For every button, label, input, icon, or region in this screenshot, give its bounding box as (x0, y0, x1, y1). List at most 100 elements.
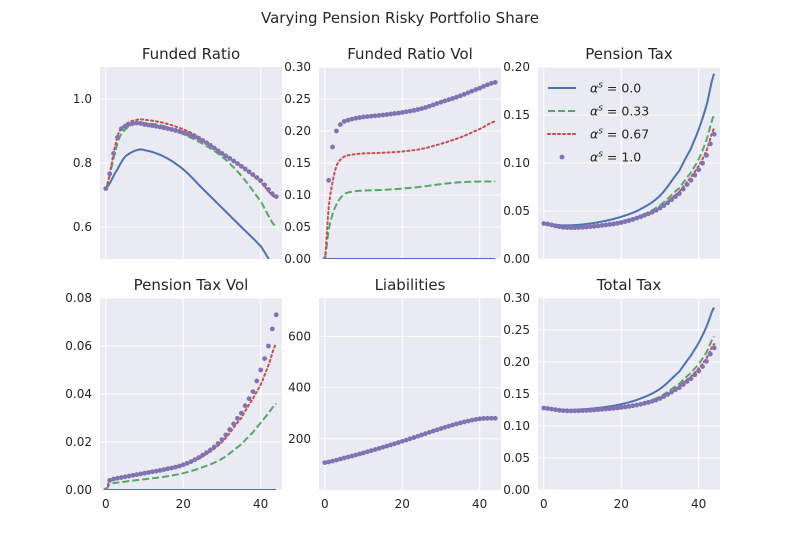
series-4-point (376, 445, 382, 451)
series-4-point (388, 442, 394, 448)
series-4-point (273, 312, 279, 318)
series-4-point (353, 115, 359, 121)
y-tick-label: 0.05 (503, 451, 530, 465)
panel-title: Funded Ratio Vol (347, 45, 473, 63)
series-4-point (549, 222, 554, 228)
figure-title: Varying Pension Risky Portfolio Share (261, 9, 539, 27)
series-4-point (341, 119, 347, 124)
series-4-point (626, 218, 632, 223)
series-4-point (169, 127, 175, 132)
series-4-point (630, 403, 636, 409)
series-4-point (361, 450, 366, 456)
series-4-point (322, 460, 328, 466)
y-tick-label: 0.00 (65, 483, 92, 497)
series-4-point (680, 382, 686, 387)
y-tick-label: 0.6 (73, 220, 92, 234)
series-4-point (680, 186, 686, 192)
series-4-point (568, 408, 574, 414)
series-group (103, 118, 279, 259)
x-tick-label: 40 (472, 497, 487, 511)
series-4-point (587, 407, 593, 413)
series-4-point (580, 408, 585, 414)
series-4-point (485, 82, 490, 88)
series-4-point (553, 407, 558, 413)
plot-area (319, 298, 501, 490)
series-4-point (161, 467, 167, 472)
series-4-point (576, 225, 582, 230)
y-tick-label: 0.10 (503, 419, 530, 433)
series-4-point (473, 87, 479, 92)
series-4-point (126, 473, 132, 479)
panel-title: Total Tax (596, 276, 662, 294)
series-4-point (434, 427, 440, 433)
series-4-point (423, 431, 428, 437)
series-3-line (323, 120, 497, 259)
legend-value: = 0.0 (603, 81, 641, 96)
series-4-point (242, 403, 248, 409)
panel-6: Total Tax 0.00 0.05 0.10 0.15 0.20 0.25 0.30 0 20… (503, 276, 720, 511)
series-4-point (492, 415, 498, 421)
series-4-point (450, 422, 455, 428)
series-4-point (696, 167, 702, 173)
series-4-point (111, 151, 116, 156)
series-4-point (622, 404, 628, 410)
series-4-point (165, 466, 171, 472)
series-4-point (380, 444, 386, 450)
series-4-point (258, 178, 264, 184)
series-2-line (105, 402, 277, 490)
series-4-point (254, 378, 260, 384)
series-4-point (545, 406, 551, 411)
y-tick-label: 0.15 (503, 108, 530, 122)
series-4-point (607, 222, 613, 227)
series-4-point (357, 451, 363, 457)
series-4-point (411, 107, 417, 113)
series-4-point (403, 109, 409, 115)
series-4-point (426, 429, 432, 435)
series-4-point (407, 108, 413, 114)
legend-marker (559, 154, 565, 160)
series-4-point (591, 223, 597, 229)
series-4-point (465, 418, 471, 424)
legend-symbol: α (590, 127, 599, 142)
series-4-point (403, 437, 409, 443)
series-4-point (134, 120, 140, 126)
series-4-point (657, 396, 663, 401)
series-4-point (326, 459, 332, 465)
series-4-point (357, 115, 363, 120)
series-4-point (704, 358, 709, 364)
series-4-point (419, 432, 425, 438)
series-4-point (707, 351, 713, 357)
series-4-point (572, 408, 578, 414)
y-tick-label: 0.8 (73, 156, 92, 170)
series-4-point (684, 379, 690, 384)
y-tick-label: 0.25 (503, 323, 530, 337)
series-4-point (477, 416, 483, 422)
series-4-point (337, 122, 343, 127)
y-tick-label: 0.05 (284, 220, 311, 234)
y-tick-label: 0.15 (284, 156, 311, 170)
x-tick-label: 0 (540, 497, 548, 511)
series-4-point (184, 131, 190, 137)
series-4-point (481, 416, 486, 421)
series-4-point (700, 160, 705, 166)
y-tick-label: 0.10 (284, 188, 311, 202)
series-4-point (688, 177, 694, 183)
series-4-point (622, 219, 628, 224)
y-tick-label: 400 (288, 381, 311, 395)
legend-superscript: s (598, 104, 603, 114)
series-4-point (399, 110, 405, 115)
legend-superscript: s (598, 127, 603, 137)
series-4-point (634, 215, 640, 221)
series-4-point (688, 376, 694, 382)
series-4-point (692, 372, 698, 378)
series-4-point (560, 224, 566, 230)
series-4-point (365, 114, 370, 119)
series-4-point (407, 436, 413, 442)
y-tick-label: 1.0 (73, 92, 92, 106)
series-4-point (238, 410, 244, 416)
series-4-point (673, 194, 678, 200)
series-4-point (661, 394, 667, 400)
series-4-point (488, 80, 494, 86)
series-4-point (587, 224, 593, 230)
